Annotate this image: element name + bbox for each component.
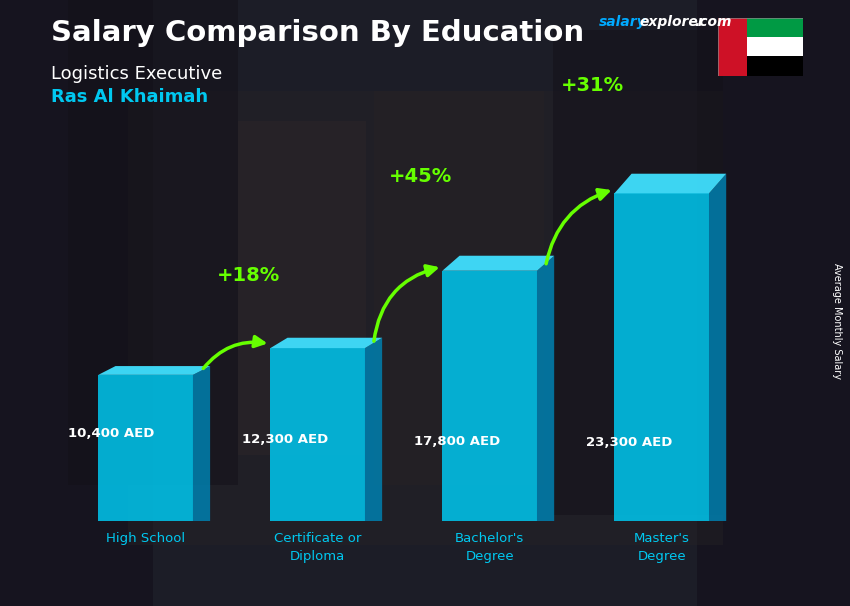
Bar [746,56,803,76]
Polygon shape [99,375,193,521]
Text: +45%: +45% [389,167,452,187]
Polygon shape [270,348,365,521]
Bar [746,18,803,38]
Text: Ras Al Khaimah: Ras Al Khaimah [51,88,208,106]
Polygon shape [442,256,554,271]
Text: 17,800 AED: 17,800 AED [414,435,500,447]
Bar [697,0,850,606]
Bar [238,121,366,454]
Bar [718,18,746,76]
Text: 10,400 AED: 10,400 AED [68,427,155,440]
Text: Average Monthly Salary: Average Monthly Salary [832,263,842,379]
Polygon shape [709,174,726,521]
Polygon shape [193,366,210,521]
Bar [552,30,722,515]
Polygon shape [615,193,709,521]
Text: salary: salary [599,15,647,29]
Bar [374,91,544,485]
Text: Salary Comparison By Education: Salary Comparison By Education [51,19,584,47]
Polygon shape [615,174,726,193]
Bar [68,0,238,485]
Polygon shape [99,366,210,375]
Text: .com: .com [694,15,732,29]
Polygon shape [365,338,382,521]
Text: Logistics Executive: Logistics Executive [51,65,222,84]
Polygon shape [270,338,382,348]
Text: 23,300 AED: 23,300 AED [586,436,672,449]
Text: +18%: +18% [218,266,280,285]
Polygon shape [537,256,554,521]
Text: +31%: +31% [561,76,625,95]
Text: explorer: explorer [639,15,705,29]
Bar [746,38,803,56]
Text: 12,300 AED: 12,300 AED [242,433,328,447]
Bar [0,0,153,606]
Polygon shape [442,271,537,521]
Bar [128,91,722,545]
